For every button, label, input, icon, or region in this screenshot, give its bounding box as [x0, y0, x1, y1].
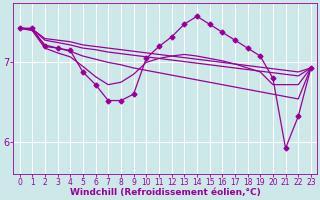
- X-axis label: Windchill (Refroidissement éolien,°C): Windchill (Refroidissement éolien,°C): [70, 188, 260, 197]
